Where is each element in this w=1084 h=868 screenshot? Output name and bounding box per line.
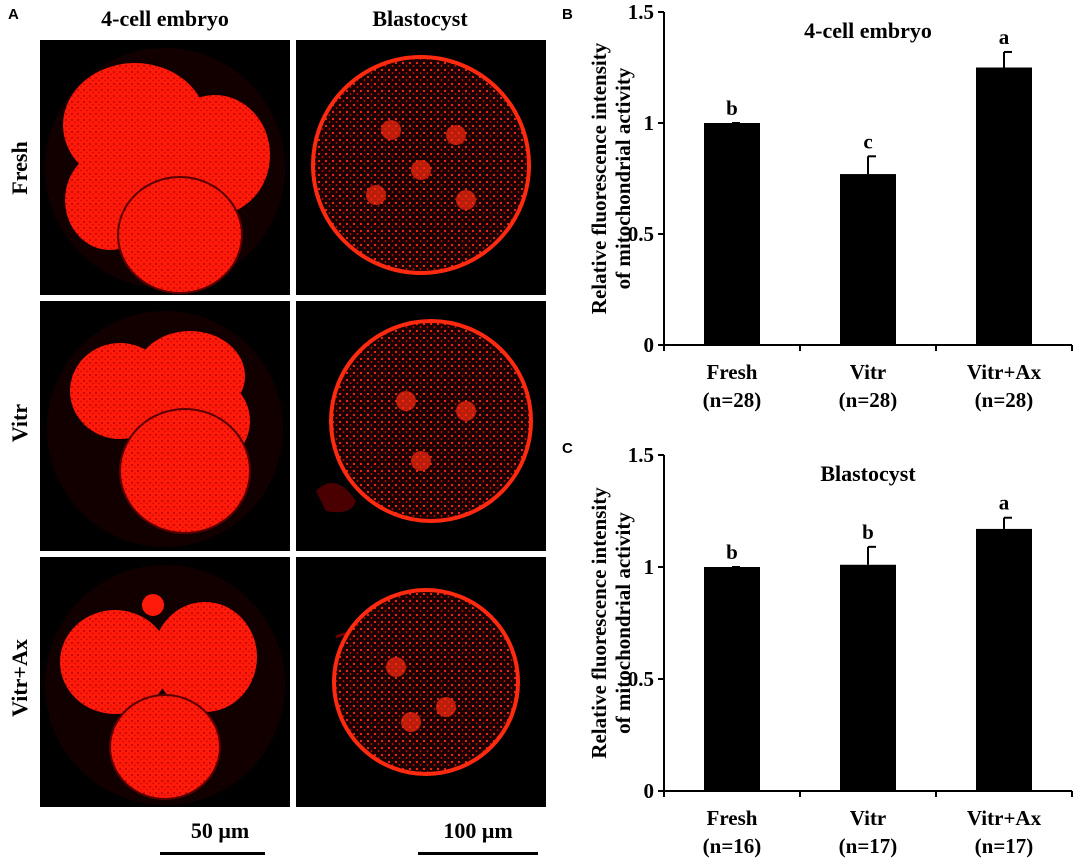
chart-c-sig-label: a xyxy=(999,491,1010,515)
chart-c-ylabel-line1: Relative fluorescence intensity xyxy=(587,487,611,759)
chart-c-category-n: (n=17) xyxy=(839,834,898,858)
chart-b-category-label: Fresh xyxy=(707,360,758,384)
chart-c-category-n: (n=16) xyxy=(703,834,762,858)
chart-c-ytick-label: 0.5 xyxy=(628,667,654,691)
micrograph-fresh-blastocyst xyxy=(296,40,546,295)
chart-b-ytick-label: 1 xyxy=(644,111,655,135)
chart-b-ylabel-line1: Relative fluorescence intensity xyxy=(587,42,611,314)
chart-b-ylabel-line2: of mitochondrial activity xyxy=(611,67,635,289)
chart-c-sig-label: b xyxy=(726,540,738,564)
chart-b-category-n: (n=28) xyxy=(703,388,762,412)
chart-c-bar-vitr-ax xyxy=(976,528,1032,791)
column-header-blastocyst: Blastocyst xyxy=(372,6,468,31)
micrograph-vitr-4-cell xyxy=(40,301,290,551)
row-label-fresh: Fresh xyxy=(7,141,32,195)
chart-c-category-label: Fresh xyxy=(707,806,758,830)
panel-a-letter: A xyxy=(8,6,19,23)
micrograph-vitr-ax-blastocyst xyxy=(296,557,546,807)
panel-c-letter: C xyxy=(562,440,573,457)
chart-b-category-label: Vitr xyxy=(850,360,887,384)
chart-b-bar-vitr-ax xyxy=(976,67,1032,345)
chart-b-ytick-label: 1.5 xyxy=(628,0,654,24)
row-label-vitr: Vitr xyxy=(7,403,32,443)
chart-b: 0 0.5 1 1.5 Relative fluorescence intensity o… xyxy=(587,0,1073,412)
micrograph-fresh-4-cell xyxy=(40,40,290,295)
row-label-vitr-ax: Vitr+Ax xyxy=(7,639,32,717)
chart-c-ylabel-line2: of mitochondrial activity xyxy=(611,512,635,734)
chart-c-title: Blastocyst xyxy=(820,461,916,486)
chart-b-category-n: (n=28) xyxy=(839,388,898,412)
chart-b-ytick-label: 0.5 xyxy=(628,222,654,246)
chart-c-ytick-label: 1 xyxy=(644,555,655,579)
scale-bar-100um xyxy=(418,852,538,855)
scale-bar-50um xyxy=(160,852,265,855)
chart-b-category-label: Vitr+Ax xyxy=(967,360,1042,384)
panel-b-letter: B xyxy=(562,6,573,23)
chart-b-bar-vitr xyxy=(840,174,896,345)
chart-c-sig-label: b xyxy=(862,520,874,544)
micrograph-vitr-ax-4-cell xyxy=(40,557,290,807)
chart-b-category-n: (n=28) xyxy=(975,388,1034,412)
chart-c-category-label: Vitr xyxy=(850,806,887,830)
chart-b-ytick-label: 0 xyxy=(644,333,655,357)
chart-c-bar-fresh xyxy=(704,567,760,791)
chart-b-sig-label: c xyxy=(863,129,872,153)
chart-c-bar-vitr xyxy=(840,564,896,791)
micrograph-vitr-blastocyst xyxy=(296,301,546,551)
chart-b-ylabel: Relative fluorescence intensity of mitoch… xyxy=(587,42,635,314)
scale-bar-label-50um: 50 μm xyxy=(190,818,250,843)
chart-b-bar-fresh xyxy=(704,123,760,345)
chart-c-category-label: Vitr+Ax xyxy=(967,806,1042,830)
chart-b-sig-label: b xyxy=(726,96,738,120)
column-header-4-cell: 4-cell embryo xyxy=(101,6,229,31)
chart-c-ytick-label: 1.5 xyxy=(628,443,654,467)
chart-b-title: 4-cell embryo xyxy=(804,18,932,43)
chart-c-category-n: (n=17) xyxy=(975,834,1034,858)
chart-c: 0 0.5 1 1.5 Relative fluorescence intensity o… xyxy=(587,443,1073,858)
chart-b-sig-label: a xyxy=(999,25,1010,49)
chart-c-ylabel: Relative fluorescence intensity of mitoch… xyxy=(587,487,635,759)
scale-bar-label-100um: 100 μm xyxy=(443,818,513,843)
chart-c-ytick-label: 0 xyxy=(644,779,655,803)
